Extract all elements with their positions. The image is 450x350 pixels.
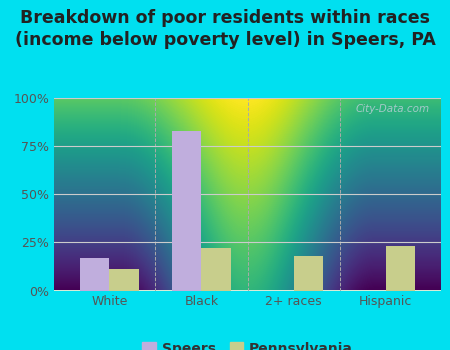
Bar (80, 258, 109, 290)
Bar (202, 248, 231, 290)
Bar (386, 246, 415, 290)
Legend: Speers, Pennsylvania: Speers, Pennsylvania (137, 336, 358, 350)
Text: City-Data.com: City-Data.com (355, 104, 429, 114)
Bar (109, 270, 139, 290)
Bar (172, 131, 202, 290)
Bar (293, 256, 323, 290)
Text: Breakdown of poor residents within races
(income below poverty level) in Speers,: Breakdown of poor residents within races… (14, 9, 436, 49)
